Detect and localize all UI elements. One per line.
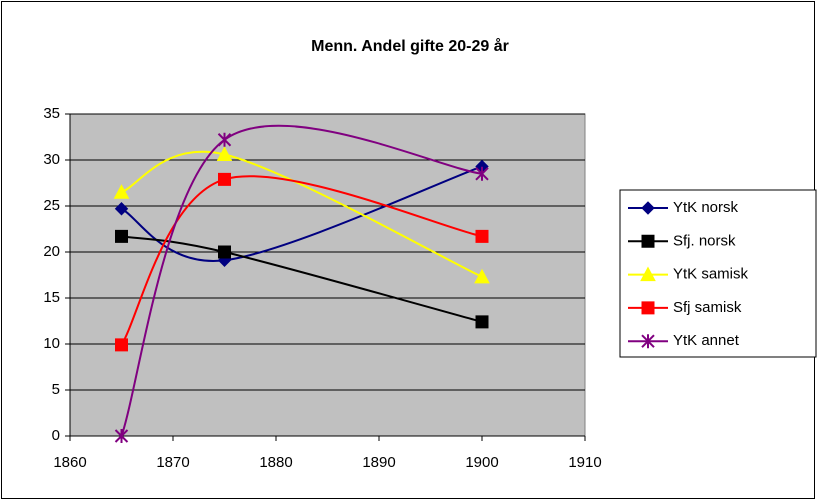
marker xyxy=(641,334,655,349)
marker xyxy=(641,201,655,215)
marker xyxy=(217,132,232,147)
legend-marker xyxy=(641,201,655,215)
x-tick-label: 1890 xyxy=(362,454,395,471)
x-tick-label: 1860 xyxy=(53,454,86,471)
legend-marker xyxy=(640,266,656,282)
y-tick-label: 20 xyxy=(43,243,60,260)
legend xyxy=(619,189,817,358)
legend-marker xyxy=(641,301,655,315)
marker xyxy=(475,315,489,329)
marker xyxy=(114,429,129,443)
y-tick-label: 30 xyxy=(43,151,60,168)
marker xyxy=(218,245,231,259)
marker xyxy=(641,301,655,315)
x-tick-label: 1880 xyxy=(259,454,292,471)
marker xyxy=(474,268,490,284)
marker xyxy=(216,146,233,161)
marker xyxy=(640,266,656,282)
legend-label: Sfj samisk xyxy=(673,299,742,316)
series-line xyxy=(121,235,483,323)
marker xyxy=(475,166,489,181)
marker xyxy=(475,229,489,243)
y-tick-label: 25 xyxy=(43,197,60,214)
y-tick-label: 10 xyxy=(43,335,60,352)
y-tick-label: 35 xyxy=(43,105,60,122)
y-tick-label: 0 xyxy=(52,427,60,444)
marker xyxy=(115,338,128,352)
marker xyxy=(113,184,130,199)
series-line xyxy=(121,150,483,278)
legend-label: YtK norsk xyxy=(673,199,739,216)
marker xyxy=(641,234,655,248)
x-tick-label: 1910 xyxy=(568,454,601,471)
marker xyxy=(114,202,129,216)
y-tick-label: 5 xyxy=(52,381,60,398)
marker xyxy=(115,229,128,243)
legend-marker xyxy=(641,334,655,349)
legend-label: YtK samisk xyxy=(673,266,749,283)
legend-marker xyxy=(641,234,655,248)
plot-area xyxy=(69,113,586,437)
legend-label: Sfj. norsk xyxy=(673,232,736,249)
legend-label: YtK annet xyxy=(673,332,740,349)
x-tick-label: 1870 xyxy=(156,454,189,471)
chart-title: Menn. Andel gifte 20-29 år xyxy=(311,37,509,55)
marker xyxy=(218,172,231,186)
y-tick-label: 15 xyxy=(43,289,60,306)
x-tick-label: 1900 xyxy=(465,454,498,471)
